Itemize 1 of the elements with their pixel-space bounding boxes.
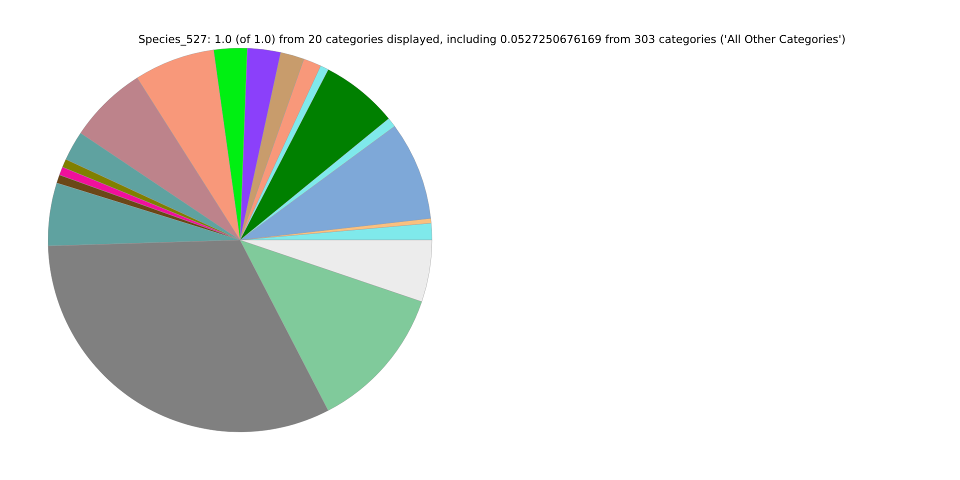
text: Species_527: 1.0 (of 1.0) from 20 categories displayed, including 0.0527250676169 from 303 categories ('All Other Categories')	[138, 33, 846, 46]
